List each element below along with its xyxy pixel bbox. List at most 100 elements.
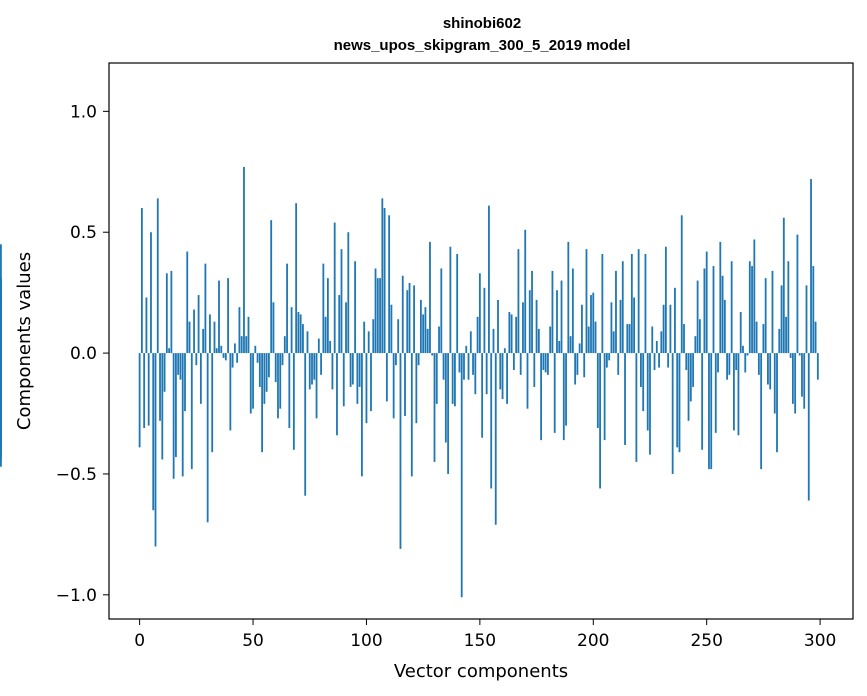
bar	[676, 353, 679, 448]
bar	[326, 278, 329, 354]
bar	[723, 299, 726, 354]
bar	[306, 331, 309, 354]
bar	[365, 353, 368, 424]
bar	[664, 246, 667, 354]
bar	[399, 353, 402, 549]
bar	[467, 353, 470, 380]
bar	[342, 353, 345, 407]
bar	[476, 316, 479, 354]
bar	[177, 353, 180, 375]
bar	[812, 266, 815, 354]
bar	[388, 215, 391, 354]
bar	[660, 331, 663, 354]
bar	[415, 353, 418, 424]
bar	[315, 353, 318, 419]
bar	[163, 353, 166, 392]
bar	[517, 249, 520, 354]
bar	[397, 319, 400, 354]
bar	[816, 353, 819, 380]
bar	[778, 328, 781, 354]
bar	[227, 278, 229, 354]
bar	[159, 353, 161, 421]
bar	[760, 353, 763, 470]
x-tick-label: 0	[134, 631, 145, 651]
bar	[567, 241, 570, 354]
bar	[512, 353, 515, 371]
bar	[211, 353, 214, 453]
bar	[717, 353, 719, 373]
bar	[333, 222, 336, 354]
bar	[515, 316, 518, 354]
bar	[311, 353, 313, 385]
bar	[721, 275, 724, 354]
bar	[458, 353, 461, 373]
bar	[179, 353, 182, 380]
bar	[814, 321, 817, 354]
bar	[345, 302, 347, 354]
bar	[456, 253, 459, 354]
bar	[653, 353, 656, 371]
bar	[737, 353, 740, 436]
bar	[449, 246, 452, 354]
bar	[0, 353, 2, 450]
bar	[703, 268, 706, 354]
bar	[202, 328, 205, 354]
bar	[757, 353, 760, 375]
bar	[281, 353, 284, 366]
bar	[243, 166, 245, 354]
x-tick-label: 100	[350, 631, 382, 651]
bar	[810, 179, 812, 354]
bar	[376, 278, 379, 354]
bar	[701, 353, 704, 450]
bar	[782, 217, 785, 354]
x-tick-label: 200	[577, 631, 609, 651]
bar	[739, 311, 742, 354]
bar	[794, 353, 797, 414]
bar	[270, 220, 273, 354]
bar	[474, 353, 477, 395]
bar	[742, 345, 744, 354]
bar	[199, 353, 202, 404]
bar	[658, 353, 660, 368]
y-axis-label: Components values	[14, 252, 35, 430]
bar	[581, 304, 583, 354]
bar	[599, 353, 601, 489]
bar	[308, 353, 311, 390]
bar	[451, 353, 454, 404]
bar	[435, 353, 438, 404]
bar	[497, 299, 499, 354]
bar	[733, 353, 735, 431]
bar	[556, 290, 558, 354]
bar	[651, 326, 654, 354]
bar	[696, 280, 699, 354]
bar	[209, 314, 211, 354]
bar	[535, 299, 538, 354]
y-tick-label: −1.0	[56, 586, 97, 606]
bar	[150, 232, 152, 354]
bar	[540, 353, 543, 441]
bar	[506, 353, 508, 404]
bar	[649, 353, 651, 455]
bar	[805, 285, 808, 354]
bar	[719, 241, 722, 354]
bar	[358, 353, 361, 387]
bar	[533, 353, 536, 387]
x-tick-label: 50	[242, 631, 264, 651]
bar	[429, 241, 431, 354]
bar	[229, 353, 232, 431]
bar	[254, 345, 257, 354]
bar	[249, 353, 252, 414]
bar	[297, 311, 300, 354]
chart-subtitle: news_upos_skipgram_300_5_2019 model	[334, 37, 631, 54]
x-tick-label: 300	[804, 631, 836, 651]
x-axis-label: Vector components	[394, 661, 568, 682]
bar	[791, 353, 794, 404]
bar	[351, 353, 354, 385]
bars-group	[0, 166, 819, 598]
bar	[258, 353, 261, 387]
bar	[671, 353, 674, 474]
bar	[780, 285, 783, 354]
bar	[755, 321, 758, 354]
bar	[478, 273, 481, 354]
x-axis-ticks: 0 50 100 150 200 250 300	[134, 619, 836, 651]
